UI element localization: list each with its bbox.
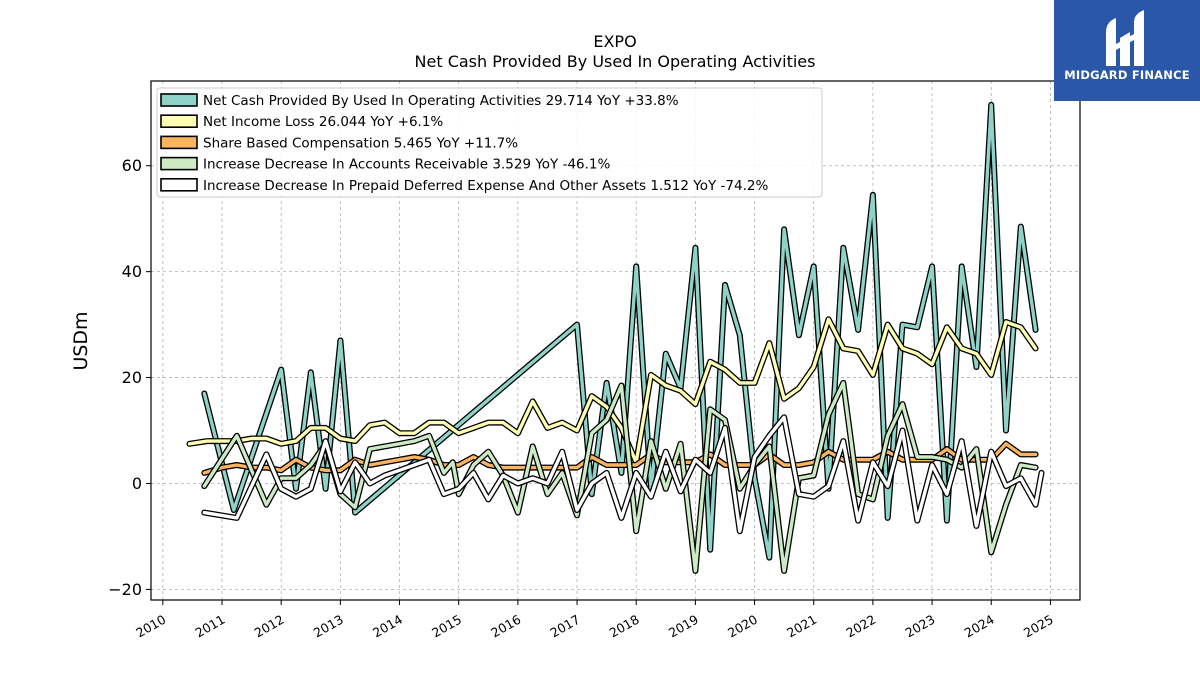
x-tick-label: 2014 — [370, 612, 405, 641]
series-0-line — [202, 103, 1038, 560]
legend-label-4: Increase Decrease In Prepaid Deferred Ex… — [203, 178, 768, 194]
legend-label-1: Net Income Loss 26.044 YoY +6.1% — [203, 114, 443, 130]
series-3-line — [202, 381, 1038, 573]
legend-swatch-2 — [160, 135, 198, 150]
legend-box — [156, 87, 823, 198]
legend-swatch-0 — [160, 93, 198, 107]
x-tick-label: 2010 — [133, 612, 168, 641]
legend-label-0: Net Cash Provided By Used In Operating A… — [203, 93, 679, 109]
brand-name: MIDGARD FINANCE — [1064, 68, 1190, 82]
plot-frame — [150, 80, 1081, 601]
series-4-line — [202, 415, 1044, 533]
series-1-outline — [186, 316, 1039, 466]
x-tick-label: 2018 — [607, 612, 642, 641]
x-tick-label: 2012 — [252, 612, 287, 641]
y-tick-label: 0 — [132, 474, 142, 493]
legend-swatch-3 — [160, 156, 198, 171]
x-tick-label: 2022 — [843, 612, 878, 641]
y-axis: −20 0 20 40 60 — [108, 156, 151, 599]
legend-swatch-1 — [160, 114, 198, 128]
x-tick-label: 2023 — [903, 612, 938, 641]
brand-logo: MIDGARD FINANCE — [1054, 0, 1200, 101]
x-tick-label: 2024 — [962, 612, 997, 641]
x-tick-label: 2021 — [784, 612, 819, 641]
legend: Net Cash Provided By Used In Operating A… — [156, 87, 823, 198]
legend-label-3: Increase Decrease In Accounts Receivable… — [203, 157, 611, 173]
x-tick-label: 2019 — [666, 612, 701, 641]
legend-label-2: Share Based Compensation 5.465 YoY +11.7… — [203, 135, 518, 151]
x-tick-label: 2025 — [1021, 612, 1056, 641]
y-tick-label: −20 — [108, 580, 142, 599]
y-tick-label: 20 — [122, 368, 142, 387]
series-1-line — [187, 317, 1038, 464]
chart-title: EXPO — [593, 32, 636, 51]
y-axis-label: USDm — [70, 311, 92, 370]
x-tick-label: 2015 — [429, 612, 464, 641]
x-tick-label: 2013 — [311, 612, 346, 641]
x-tick-label: 2017 — [547, 612, 582, 641]
y-tick-label: 60 — [122, 156, 142, 175]
plot-lines — [186, 101, 1045, 574]
x-tick-label: 2011 — [192, 612, 227, 641]
chart-subtitle: Net Cash Provided By Used In Operating A… — [415, 52, 816, 71]
y-tick-label: 40 — [122, 262, 142, 281]
x-tick-label: 2016 — [488, 612, 523, 641]
x-axis: 2010 2011 2012 2013 2014 2015 2016 2017 2018 2019… — [133, 600, 1056, 641]
legend-swatch-4 — [160, 178, 198, 192]
x-tick-label: 2020 — [725, 612, 760, 641]
midgard-logo-icon — [1106, 10, 1144, 66]
